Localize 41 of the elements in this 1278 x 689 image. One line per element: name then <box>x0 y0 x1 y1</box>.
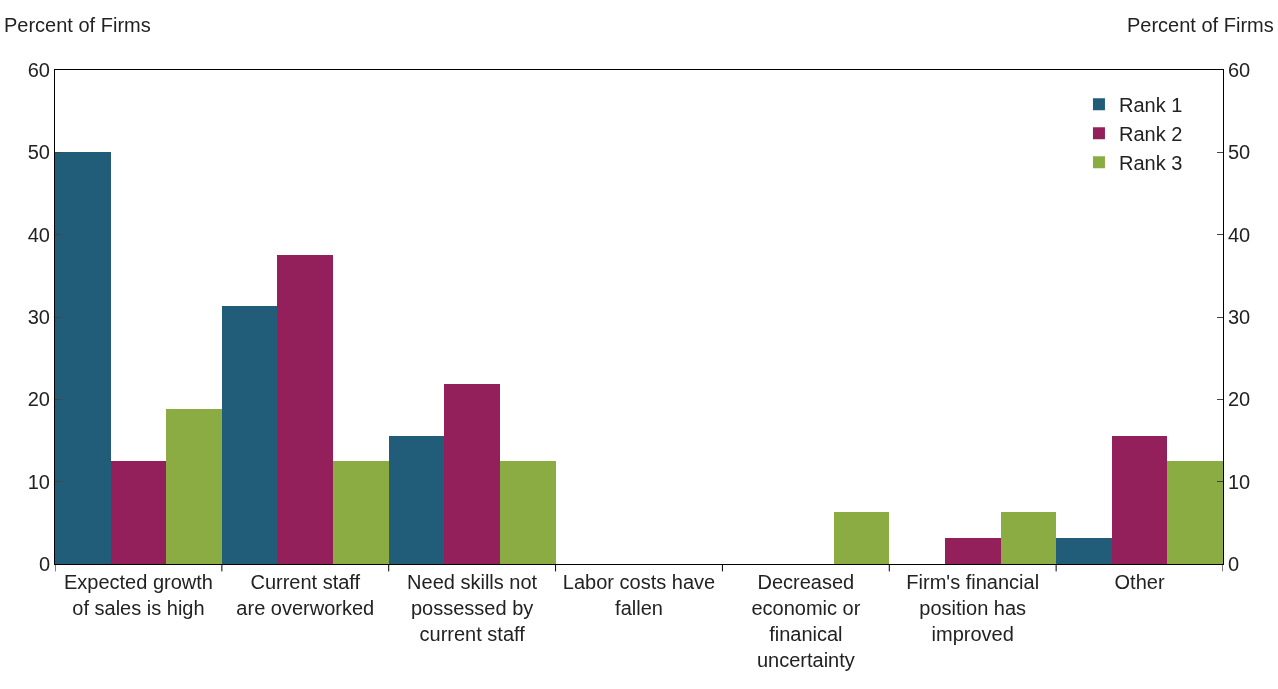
y2-axis-title: Percent of Firms <box>1127 14 1274 36</box>
legend-label: Rank 3 <box>1118 152 1183 175</box>
y-tick-label: 20 <box>27 388 50 411</box>
y2-tick-label: 10 <box>1228 470 1251 493</box>
bar <box>945 538 1001 564</box>
x-tick-label: Labor costs have fallen <box>562 571 716 619</box>
y-tick-label: 40 <box>27 223 50 246</box>
y2-tick-label: 60 <box>1228 59 1251 81</box>
y-axis-title: Percent of Firms <box>4 14 151 36</box>
bar <box>1001 512 1056 564</box>
x-tick-label: Need skills not possessed by current staff <box>407 571 538 645</box>
bar <box>1056 538 1112 564</box>
bar <box>166 409 222 564</box>
y2-tick-label: 0 <box>1228 553 1240 575</box>
bar <box>444 384 500 564</box>
bar <box>111 461 166 564</box>
y-tick-label: 60 <box>27 59 50 81</box>
legend-label: Rank 1 <box>1118 94 1183 117</box>
x-tick-label: Current staff are overworked <box>236 571 375 619</box>
bar <box>277 255 333 564</box>
y-tick-label: 0 <box>38 553 50 575</box>
bar <box>500 461 556 564</box>
x-tick-label: Expected growth of sales is high <box>63 571 213 619</box>
y2-tick-label: 20 <box>1228 388 1251 411</box>
legend-label: Rank 2 <box>1118 123 1183 146</box>
bar <box>1112 436 1167 564</box>
x-tick-label: Firm's financial position has improved <box>906 571 1040 645</box>
y-tick-label: 30 <box>27 306 50 328</box>
bar <box>834 512 889 564</box>
y-tick-label: 10 <box>27 470 50 493</box>
y2-tick-label: 30 <box>1228 306 1251 328</box>
x-tick-label: Decreased economic or finanical uncertainty <box>751 571 861 671</box>
bar <box>1167 461 1223 564</box>
x-tick-label: Other <box>1114 571 1165 593</box>
bar <box>222 306 277 564</box>
bar <box>389 436 444 564</box>
y2-tick-label: 40 <box>1228 223 1251 246</box>
bar <box>333 461 389 564</box>
y-tick-label: 50 <box>27 141 50 164</box>
y2-tick-label: 50 <box>1228 141 1251 164</box>
bar <box>55 152 111 564</box>
